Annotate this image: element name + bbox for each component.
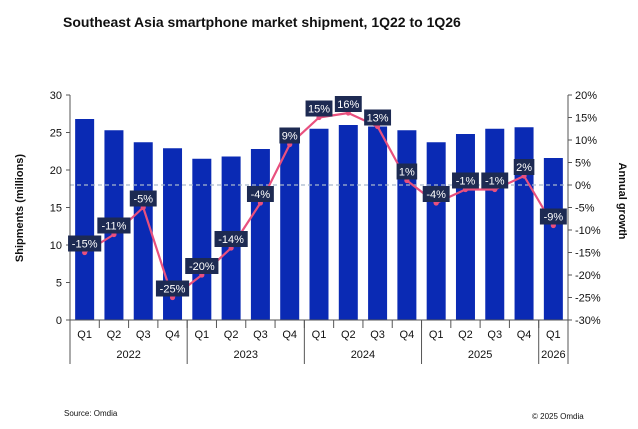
data-label-box <box>396 163 418 180</box>
axes-layer: 051015202530-30%-25%-20%-15%-10%-5%0%5%1… <box>50 90 601 364</box>
y2-tick-label: -15% <box>575 248 601 260</box>
x-tick-label: Q2 <box>107 329 122 341</box>
y-tick-label: 25 <box>50 128 62 140</box>
shipment-bar <box>163 148 183 320</box>
source-note: Source: Omdia <box>64 409 118 418</box>
data-label-box <box>334 96 362 112</box>
data-label: 15% <box>308 104 330 116</box>
x-tick-label: Q1 <box>77 329 92 341</box>
data-label: 9% <box>282 131 298 143</box>
year-label: 2025 <box>468 349 492 361</box>
x-tick-label: Q4 <box>517 329 532 341</box>
data-label: 13% <box>367 113 389 125</box>
y2-tick-label: -25% <box>575 293 601 305</box>
year-label: 2022 <box>116 349 140 361</box>
shipment-bar <box>133 142 153 320</box>
year-label: 2026 <box>541 349 565 361</box>
y-tick-label: 10 <box>50 240 62 252</box>
data-label: -5% <box>133 194 153 206</box>
shipment-bar <box>280 131 300 320</box>
x-tick-label: Q1 <box>546 329 561 341</box>
y2-tick-label: 5% <box>575 158 591 170</box>
data-label-box <box>68 235 102 252</box>
y2-axis-title: Annual growth <box>616 163 628 240</box>
data-label-box <box>422 186 450 202</box>
copyright-note: © 2025 Omdia <box>532 412 584 421</box>
data-label-box <box>279 127 301 144</box>
bars-layer <box>75 119 563 320</box>
x-tick-label: Q2 <box>341 329 356 341</box>
data-label-box <box>129 190 157 207</box>
y-tick-label: 20 <box>50 165 62 177</box>
x-tick-label: Q2 <box>458 329 473 341</box>
data-label: -1% <box>456 176 476 188</box>
shipment-bar <box>192 158 212 320</box>
shipment-bar <box>75 119 95 320</box>
y-axis-title: Shipments (millions) <box>14 154 26 263</box>
data-labels-layer: -15%-11%-5%-25%-20%-14%-4%9%15% 16%13%1%-… <box>68 96 567 297</box>
y2-tick-label: 10% <box>575 135 597 147</box>
data-label-box <box>155 280 190 297</box>
shipment-bar <box>397 130 417 320</box>
shipment-bar <box>514 127 534 320</box>
shipment-bar <box>485 128 505 320</box>
shipment-bar <box>250 149 270 320</box>
data-label-box <box>185 258 219 274</box>
data-label: -14% <box>218 234 244 246</box>
chart-title: Southeast Asia smartphone market shipmen… <box>63 14 461 30</box>
data-label: 2% <box>516 162 532 174</box>
y-tick-label: 0 <box>56 315 62 327</box>
data-label: 16% <box>337 99 359 111</box>
x-tick-label: Q4 <box>400 329 415 341</box>
y2-tick-label: -20% <box>575 270 601 282</box>
x-tick-label: Q4 <box>165 329 180 341</box>
y2-tick-label: -10% <box>575 225 601 237</box>
x-tick-label: Q4 <box>282 329 297 341</box>
data-label-box <box>97 217 131 234</box>
data-label: -25% <box>160 284 186 296</box>
data-label: -4% <box>251 189 271 201</box>
year-label: 2024 <box>351 349 375 361</box>
y-tick-label: 5 <box>56 278 62 290</box>
y2-tick-label: -5% <box>575 203 595 215</box>
data-label-box <box>539 208 567 225</box>
data-label: -9% <box>544 212 564 224</box>
y2-tick-label: 20% <box>575 90 597 102</box>
data-label: -1% <box>485 176 505 188</box>
y2-tick-label: 15% <box>575 113 597 125</box>
x-tick-label: Q3 <box>253 329 268 341</box>
x-tick-label: Q1 <box>194 329 209 341</box>
data-label: -4% <box>426 189 446 201</box>
data-label: 1% <box>399 167 415 179</box>
data-label: -11% <box>102 221 127 233</box>
data-label-box <box>364 109 392 126</box>
x-tick-label: Q1 <box>312 329 327 341</box>
year-label: 2023 <box>234 349 258 361</box>
y-tick-label: 30 <box>50 90 62 102</box>
x-tick-label: Q1 <box>429 329 444 341</box>
data-label: -15% <box>72 239 98 251</box>
shipment-bar <box>455 134 475 320</box>
shipment-bar <box>543 158 563 320</box>
data-label-box <box>513 159 535 175</box>
data-label-box <box>246 186 274 202</box>
y2-tick-label: -30% <box>575 315 601 327</box>
y-tick-label: 15 <box>50 203 62 215</box>
data-label-box <box>481 172 509 189</box>
shipment-bar <box>426 142 446 320</box>
shipment-bar <box>368 126 388 320</box>
data-label-box <box>452 172 479 189</box>
x-tick-label: Q3 <box>487 329 502 341</box>
x-tick-label: Q3 <box>136 329 151 341</box>
x-tick-label: Q2 <box>224 329 239 341</box>
y2-tick-label: 0% <box>575 180 591 192</box>
data-label: -20% <box>189 261 215 273</box>
shipment-bar <box>338 125 358 320</box>
x-tick-label: Q3 <box>370 329 385 341</box>
data-label-box <box>305 100 333 117</box>
data-label-box <box>214 231 248 247</box>
shipment-bar <box>309 128 329 320</box>
